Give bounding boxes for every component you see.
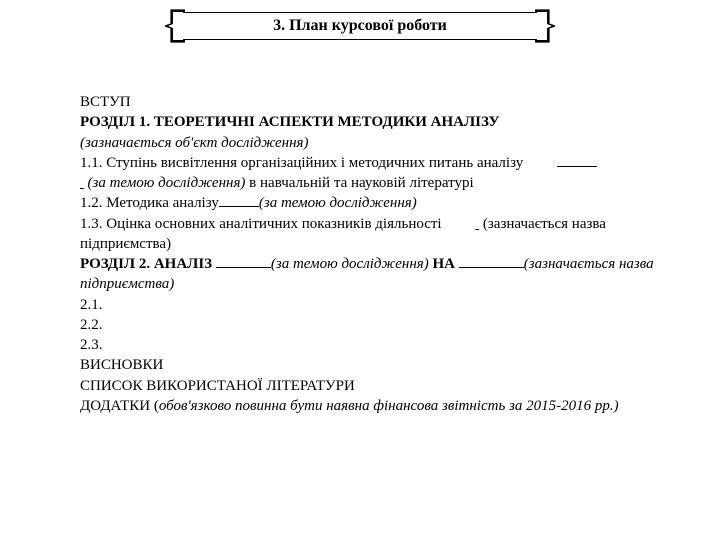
text: (за темою дослідження) bbox=[271, 256, 429, 272]
item-1-1-cont: (за темою дослідження) в навчальній та н… bbox=[80, 173, 672, 193]
blank-icon bbox=[557, 166, 597, 167]
text: в навчальній та науковій літературі bbox=[245, 175, 473, 191]
references: СПИСОК ВИКОРИСТАНОЇ ЛІТЕРАТУРИ bbox=[80, 376, 672, 396]
appendix: ДОДАТКИ (обов'язково повинна бути наявна… bbox=[80, 396, 672, 416]
item-2-1: 2.1. bbox=[80, 295, 672, 315]
item-1-1: 1.1. Ступінь висвітлення організаційних … bbox=[80, 153, 672, 173]
conclusions: ВИСНОВКИ bbox=[80, 355, 672, 375]
text: РОЗДІЛ 2. АНАЛІЗ bbox=[80, 256, 216, 272]
blank-icon bbox=[216, 267, 271, 268]
text: 2.3. bbox=[80, 337, 103, 353]
banner-rule-top bbox=[183, 12, 537, 13]
blank-icon bbox=[459, 267, 524, 268]
text: 1.1. Ступінь висвітлення організаційних … bbox=[80, 155, 527, 171]
banner-title: 3. План курсової роботи bbox=[273, 17, 447, 35]
text: ДОДАТКИ ( bbox=[80, 398, 159, 414]
item-2-3: 2.3. bbox=[80, 335, 672, 355]
text: 1.2. Методика аналізу bbox=[80, 195, 219, 211]
text: 2.2. bbox=[80, 317, 103, 333]
bracket-right-icon bbox=[533, 8, 555, 44]
section2-title: РОЗДІЛ 2. АНАЛІЗ (за темою дослідження) … bbox=[80, 254, 672, 295]
banner-rule-bottom bbox=[183, 39, 537, 40]
section1-title: РОЗДІЛ 1. ТЕОРЕТИЧНІ АСПЕКТИ МЕТОДИКИ АН… bbox=[80, 112, 672, 132]
intro-line: ВСТУП bbox=[80, 92, 672, 112]
section1-note: (зазначається об'єкт дослідження) bbox=[80, 133, 672, 153]
bracket-left-icon bbox=[165, 8, 187, 44]
text: (за темою дослідження) bbox=[259, 195, 417, 211]
text: ВИСНОВКИ bbox=[80, 357, 163, 373]
blank-icon bbox=[219, 206, 259, 207]
text: (зазначається об'єкт дослідження) bbox=[80, 135, 308, 151]
text: 2.1. bbox=[80, 297, 103, 313]
text: (за темою дослідження) bbox=[84, 175, 246, 191]
item-1-3: 1.3. Оцінка основних аналітичних показни… bbox=[80, 214, 672, 255]
item-1-2: 1.2. Методика аналізу (за темою досліджен… bbox=[80, 193, 672, 213]
text: обов'язково повинна бути наявна фінансов… bbox=[159, 398, 619, 414]
text: 1.3. Оцінка основних аналітичних показни… bbox=[80, 216, 445, 232]
text: СПИСОК ВИКОРИСТАНОЇ ЛІТЕРАТУРИ bbox=[80, 378, 355, 394]
title-banner: 3. План курсової роботи bbox=[165, 8, 555, 44]
text: РОЗДІЛ 1. ТЕОРЕТИЧНІ АСПЕКТИ МЕТОДИКИ АН… bbox=[80, 114, 500, 130]
text: НА bbox=[429, 256, 459, 272]
document-body: ВСТУП РОЗДІЛ 1. ТЕОРЕТИЧНІ АСПЕКТИ МЕТОД… bbox=[0, 44, 720, 416]
text: ВСТУП bbox=[80, 94, 131, 110]
item-2-2: 2.2. bbox=[80, 315, 672, 335]
